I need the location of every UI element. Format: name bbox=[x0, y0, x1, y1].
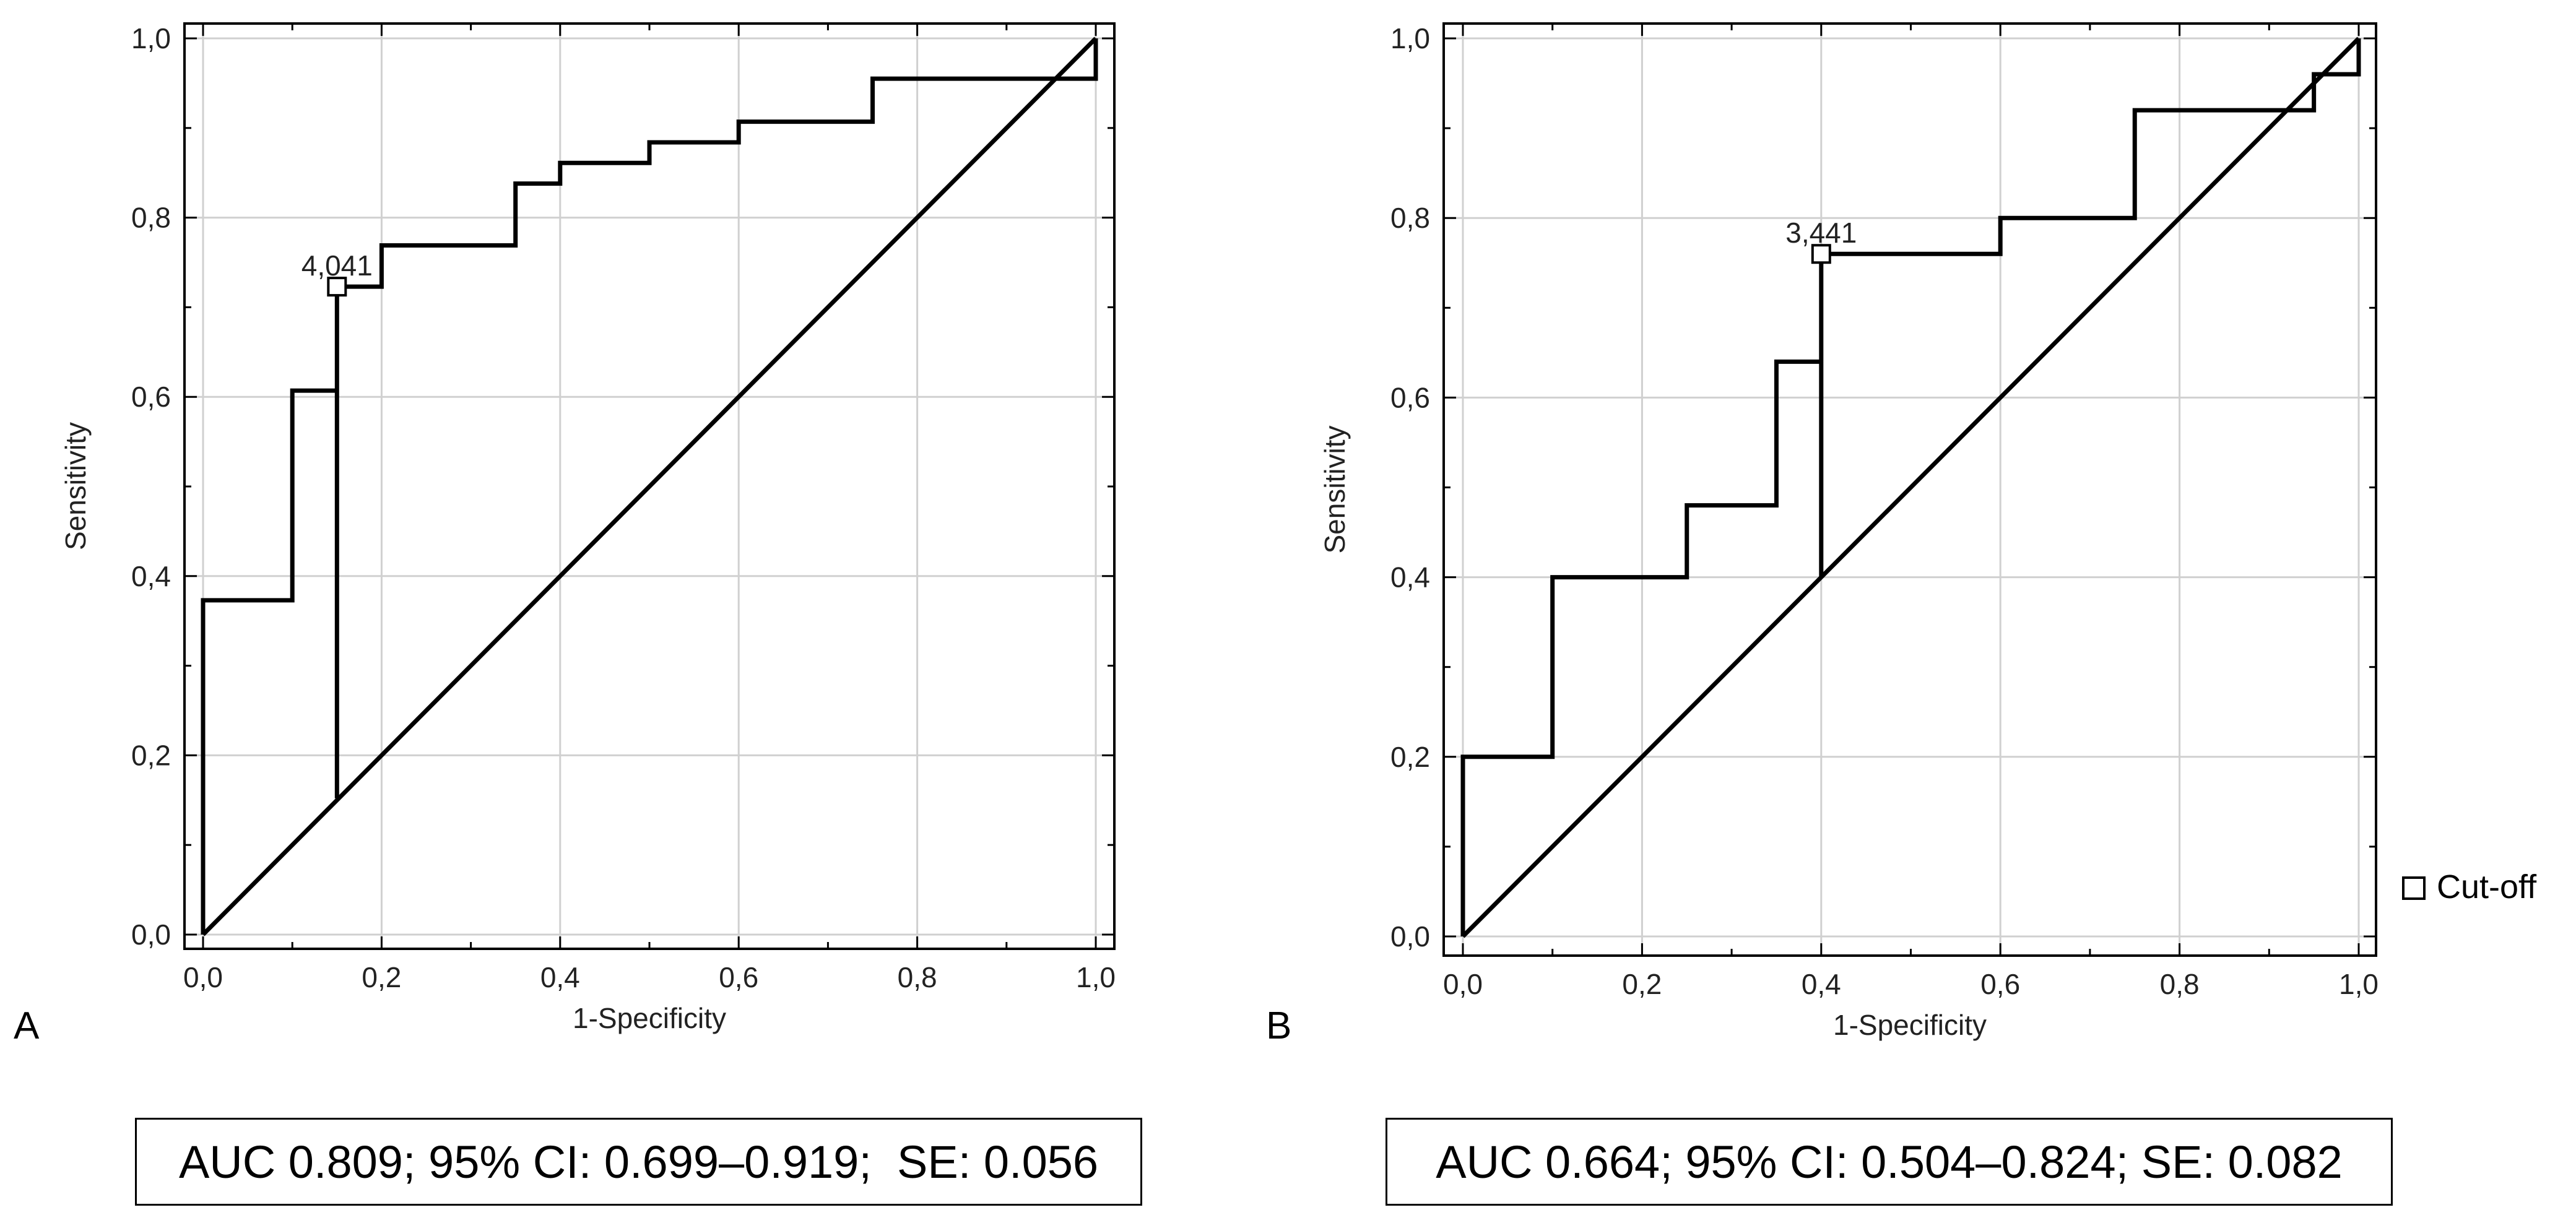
x-tick-label: 0,2 bbox=[1622, 968, 1662, 1000]
y-tick-label: 0,0 bbox=[1390, 920, 1430, 953]
y-axis-title: Sensitivity bbox=[1319, 425, 1351, 553]
x-axis-title: 1-Specificity bbox=[1833, 1009, 1987, 1041]
x-tick-label: 1,0 bbox=[2339, 968, 2379, 1000]
roc-panel-b: 0,0 0,2 0,4 0,6 0,8 1,0 0,0 0,2 0,4 0,6 0,8 1,0 1-Sp… bbox=[1319, 22, 2379, 1041]
y-tick-label: 0,2 bbox=[1390, 741, 1430, 773]
x-tick-label: 0,4 bbox=[1802, 968, 1841, 1000]
y-tick-label: 0,4 bbox=[131, 560, 171, 592]
y-tick-label: 0,6 bbox=[131, 381, 171, 413]
x-tick-label: 0,0 bbox=[1443, 968, 1483, 1000]
cutoff-marker bbox=[327, 277, 347, 297]
y-tick-label: 0,2 bbox=[131, 739, 171, 771]
auc-summary-a: AUC 0.809; 95% CI: 0.699–0.919; SE: 0.05… bbox=[135, 1118, 1142, 1206]
auc-summary-b: AUC 0.664; 95% CI: 0.504–0.824; SE: 0.08… bbox=[1386, 1118, 2393, 1206]
y-axis-title: Sensitivity bbox=[59, 422, 92, 550]
cutoff-label: 4,041 bbox=[301, 249, 373, 282]
legend: Cut-off bbox=[2402, 868, 2537, 905]
x-tick-label: 0,8 bbox=[2160, 968, 2200, 1000]
panel-letter-b: B bbox=[1266, 1005, 1291, 1047]
y-tick-label: 0,4 bbox=[1390, 561, 1430, 594]
reference-diagonal bbox=[1461, 37, 2361, 938]
reference-diagonal bbox=[201, 37, 1098, 936]
roc-curve bbox=[201, 38, 1098, 935]
x-tick-label: 1,0 bbox=[1076, 961, 1116, 993]
cutoff-label: 3,441 bbox=[1785, 217, 1857, 249]
x-tick-label: 0,6 bbox=[719, 961, 758, 993]
y-tick-label: 1,0 bbox=[1390, 22, 1430, 54]
x-tick-label: 0,8 bbox=[898, 961, 937, 993]
y-tick-label: 0,0 bbox=[131, 918, 171, 951]
y-tick-label: 1,0 bbox=[131, 22, 171, 54]
y-tick-label: 0,8 bbox=[131, 202, 171, 234]
x-tick-label: 0,4 bbox=[540, 961, 580, 993]
x-tick-label: 0,0 bbox=[183, 961, 223, 993]
panel-letter-a: A bbox=[14, 1005, 40, 1047]
y-tick-label: 0,6 bbox=[1390, 381, 1430, 413]
y-tick-label: 0,8 bbox=[1390, 202, 1430, 234]
x-tick-label: 0,6 bbox=[1980, 968, 2020, 1000]
cutoff-marker bbox=[1811, 244, 1831, 264]
x-axis-title: 1-Specificity bbox=[573, 1002, 726, 1034]
x-tick-label: 0,2 bbox=[362, 961, 401, 993]
legend-cutoff-label: Cut-off bbox=[2437, 868, 2537, 905]
roc-panel-a: 0,0 0,2 0,4 0,6 0,8 1,0 0,0 0,2 0,4 0,6 0,8 1,0 1-Sp… bbox=[59, 22, 1116, 1034]
legend-cutoff-marker bbox=[2402, 876, 2426, 900]
